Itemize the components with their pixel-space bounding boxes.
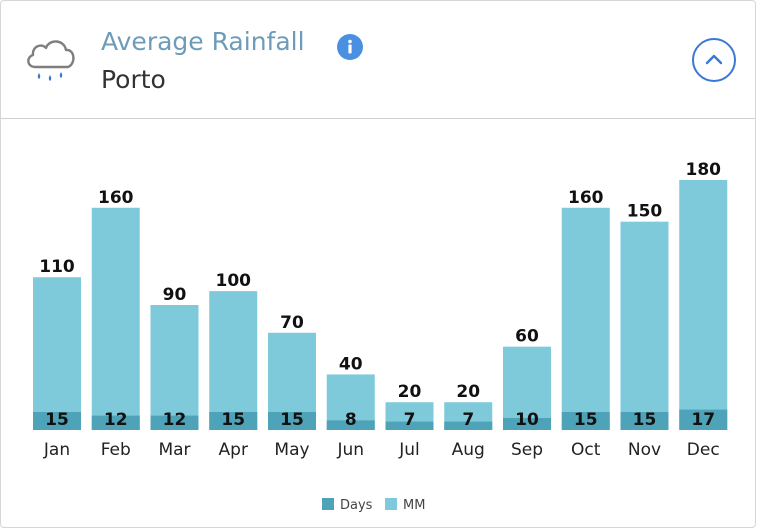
days-bar-jul: [385, 421, 434, 430]
month-label: Mar: [158, 440, 190, 460]
month-label: Jul: [398, 440, 420, 460]
month-label: Apr: [219, 440, 248, 460]
month-label: Jun: [336, 440, 364, 460]
days-bar-apr: [209, 412, 258, 430]
days-value-label: 7: [404, 410, 416, 430]
days-value-label: 8: [345, 410, 357, 430]
mm-value-label: 150: [627, 202, 663, 222]
mm-bar-jan: [33, 277, 81, 430]
info-icon[interactable]: [337, 34, 363, 64]
month-label: Jan: [43, 440, 70, 460]
mm-value-label: 100: [216, 271, 252, 291]
month-label: Sep: [511, 440, 543, 460]
days-bar-feb: [91, 415, 140, 430]
mm-value-label: 20: [398, 382, 422, 402]
days-bar-oct: [561, 412, 610, 430]
mm-value-label: 40: [339, 354, 363, 374]
legend-swatch-days[interactable]: [322, 498, 334, 510]
days-value-label: 10: [515, 410, 539, 430]
mm-value-label: 60: [515, 327, 539, 347]
mm-value-label: 160: [98, 188, 134, 208]
days-value-label: 12: [163, 410, 187, 430]
days-value-label: 7: [462, 410, 474, 430]
mm-bar-mar: [150, 305, 199, 430]
days-bar-jan: [33, 412, 81, 430]
month-label: Dec: [687, 440, 720, 460]
days-value-label: 15: [280, 410, 304, 430]
days-bar-may: [268, 412, 316, 430]
days-bar-mar: [150, 415, 199, 430]
mm-value-label: 160: [568, 188, 604, 208]
days-value-label: 12: [104, 410, 128, 430]
mm-bar-feb: [91, 207, 140, 430]
days-value-label: 15: [574, 410, 598, 430]
mm-value-label: 20: [456, 382, 480, 402]
days-bar-aug: [444, 421, 493, 430]
mm-bar-apr: [209, 291, 258, 430]
days-bar-dec: [679, 409, 728, 430]
legend-swatch-mm[interactable]: [385, 498, 397, 510]
days-value-label: 15: [633, 410, 657, 430]
days-value-label: 15: [221, 410, 245, 430]
mm-value-label: 90: [163, 285, 187, 305]
legend-label-days[interactable]: Days: [340, 498, 373, 513]
days-value-label: 15: [45, 410, 69, 430]
mm-bar-nov: [620, 221, 669, 430]
mm-bar-dec: [679, 180, 728, 430]
card-title: Average Rainfall: [101, 27, 305, 56]
mm-value-label: 180: [686, 160, 722, 180]
legend-label-mm[interactable]: MM: [403, 498, 425, 513]
month-label: Feb: [101, 440, 131, 460]
collapse-button[interactable]: [692, 38, 736, 82]
days-bar-nov: [620, 412, 669, 430]
mm-value-label: 110: [39, 257, 75, 277]
days-bar-jun: [326, 420, 375, 430]
month-label: Aug: [452, 440, 485, 460]
card-header: Average Rainfall Porto: [1, 1, 755, 119]
location-name: Porto: [101, 65, 166, 94]
days-value-label: 17: [691, 410, 715, 430]
rain-cloud-icon: [23, 31, 79, 87]
mm-bar-oct: [561, 207, 610, 430]
mm-bar-sep: [503, 346, 551, 430]
mm-value-label: 70: [280, 313, 304, 333]
month-label: May: [274, 440, 309, 460]
chevron-up-icon: [705, 54, 723, 65]
days-bar-sep: [503, 418, 551, 430]
rainfall-bar-chart: 110 15 Jan 160 12 Feb 90 12 Mar 100 15 Apr 70 15 May 40…: [33, 160, 728, 513]
month-label: Nov: [628, 440, 661, 460]
month-label: Oct: [571, 440, 601, 460]
